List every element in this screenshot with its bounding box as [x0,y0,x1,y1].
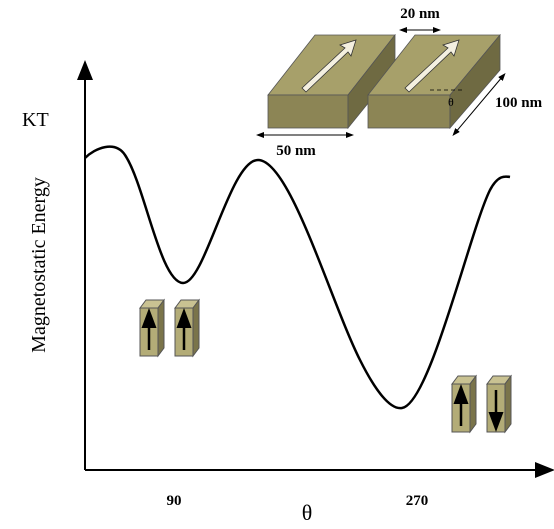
gap-label: 20 nm [400,6,440,22]
dim-arrow [452,72,506,137]
energy-curve [84,145,511,410]
length-label: 100 nm [495,95,543,111]
parallel-icon [139,298,200,358]
x-tick-label: 90 [167,493,182,509]
y-label: Magnetostatic Energy [28,177,50,353]
unit-label: KT [22,109,49,131]
x-label: θ [302,500,313,525]
slab-right [367,33,501,130]
antiparallel-icon [451,374,512,434]
width-label: 50 nm [276,143,316,159]
slab-left [267,33,396,130]
angle-label: θ [448,95,454,109]
x-tick-label: 270 [406,493,429,509]
